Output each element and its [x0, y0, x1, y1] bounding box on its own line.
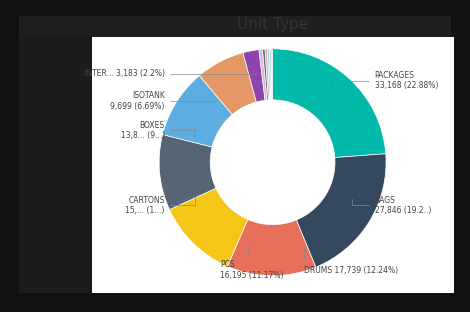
Text: BAGS
27,846 (19.2..): BAGS 27,846 (19.2..) [352, 196, 431, 215]
Wedge shape [199, 53, 256, 115]
Wedge shape [269, 49, 272, 100]
Wedge shape [170, 188, 248, 266]
Title: Unit Type: Unit Type [237, 17, 308, 32]
Text: DRUMS 17,739 (12.24%): DRUMS 17,739 (12.24%) [305, 247, 399, 275]
Text: INTER... 3,183 (2.2%): INTER... 3,183 (2.2%) [84, 69, 256, 78]
Wedge shape [227, 219, 316, 276]
Wedge shape [262, 49, 268, 100]
Text: ISOTANK
9,699 (6.69%): ISOTANK 9,699 (6.69%) [110, 91, 218, 111]
Wedge shape [159, 134, 216, 210]
Wedge shape [273, 49, 386, 158]
Wedge shape [271, 49, 273, 100]
Wedge shape [259, 49, 267, 100]
Text: PCS
16,195 (11.17%): PCS 16,195 (11.17%) [220, 244, 284, 280]
Text: CARTONS
15,... (1...): CARTONS 15,... (1...) [125, 196, 196, 215]
Wedge shape [267, 49, 271, 100]
Wedge shape [265, 49, 270, 100]
Text: BOXES
13,8... (9...): BOXES 13,8... (9...) [121, 121, 196, 140]
Wedge shape [296, 154, 386, 267]
Wedge shape [243, 50, 265, 102]
Wedge shape [163, 76, 232, 147]
Text: PACKAGES
33,168 (22.88%): PACKAGES 33,168 (22.88%) [335, 71, 438, 91]
